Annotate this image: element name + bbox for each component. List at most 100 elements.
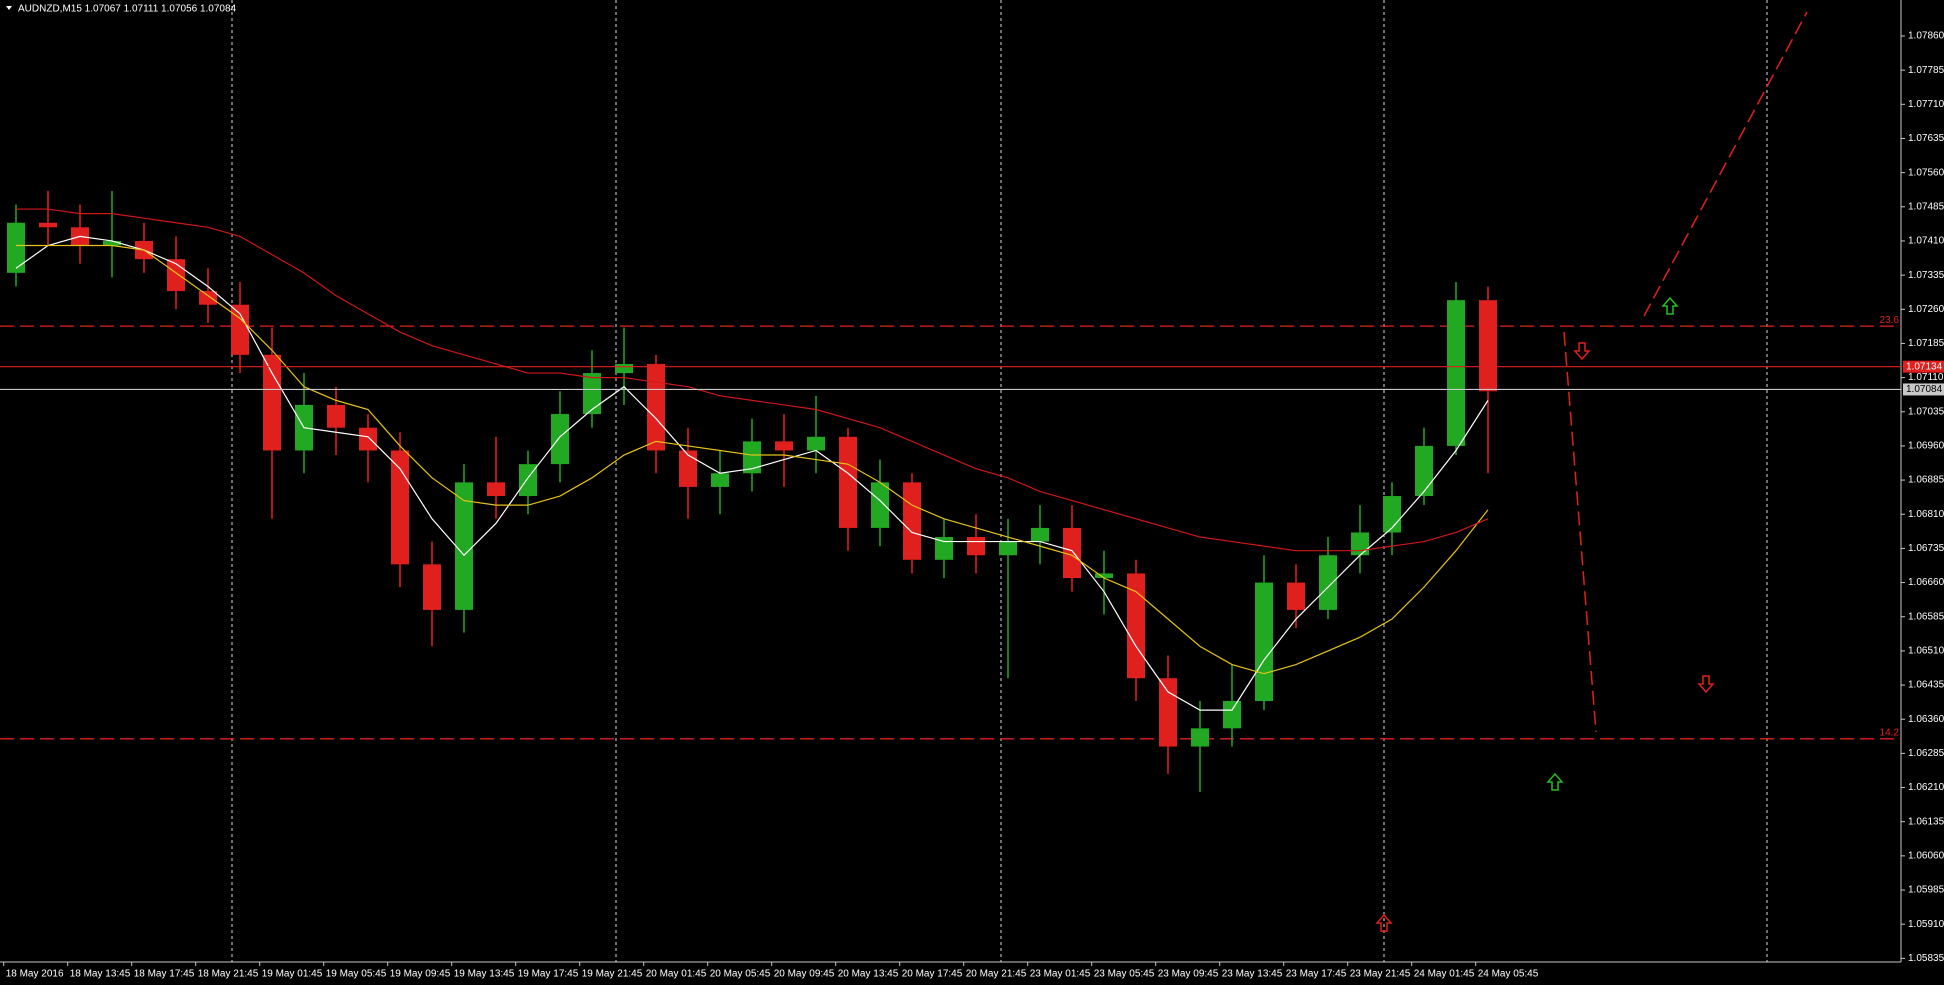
price-tag: [1903, 383, 1944, 396]
candle-body: [487, 482, 505, 497]
y-tick-label: 1.06960: [1908, 441, 1944, 452]
y-tick-label: 1.06660: [1908, 577, 1944, 588]
y-tick-label: 1.07410: [1908, 236, 1944, 247]
candle-body: [1223, 701, 1241, 729]
x-tick-label: 19 May 05:45: [326, 969, 387, 980]
x-tick-label: 23 May 01:45: [1030, 969, 1091, 980]
candle-body: [807, 436, 825, 451]
x-tick-label: 19 May 13:45: [454, 969, 515, 980]
x-tick-label: 23 May 05:45: [1094, 969, 1155, 980]
trend-line: [1643, 11, 1808, 317]
candle-body: [1031, 527, 1049, 542]
candle-body: [391, 450, 409, 565]
y-tick-label: 1.07860: [1908, 31, 1944, 42]
x-tick-label: 24 May 05:45: [1478, 969, 1539, 980]
moving-average: [16, 208, 1489, 552]
moving-average: [16, 244, 1489, 675]
candle-body: [423, 564, 441, 610]
price-tag-label: 1.07084: [1906, 384, 1943, 395]
y-tick-label: 1.07260: [1908, 304, 1944, 315]
candle-body: [775, 441, 793, 451]
y-tick-label: 1.07560: [1908, 167, 1944, 178]
candle-body: [231, 304, 249, 355]
x-tick-label: 20 May 17:45: [902, 969, 963, 980]
arrow: [1375, 913, 1393, 932]
candle-body: [7, 222, 25, 273]
candle-body: [1383, 496, 1401, 533]
candle-body: [615, 363, 633, 374]
candle-body: [39, 222, 57, 228]
candle-body: [871, 482, 889, 528]
y-tick-label: 1.07110: [1908, 372, 1944, 383]
candle-body: [199, 291, 217, 305]
x-tick-label: 20 May 01:45: [646, 969, 707, 980]
arrow: [1573, 342, 1591, 361]
candle-body: [839, 436, 857, 528]
moving-average: [15, 235, 1489, 711]
fibo-level-label: 14.2: [1880, 727, 1900, 738]
candle-body: [935, 537, 953, 560]
candle-body: [1415, 445, 1433, 497]
candle-body: [1159, 678, 1177, 747]
y-tick-label: 1.05835: [1908, 953, 1944, 964]
y-tick-label: 1.06435: [1908, 680, 1944, 691]
candle-body: [999, 541, 1017, 556]
y-tick-label: 1.05985: [1908, 885, 1944, 896]
candle-body: [647, 363, 665, 451]
y-tick-label: 1.07035: [1908, 406, 1944, 417]
x-tick-label: 19 May 17:45: [518, 969, 579, 980]
y-tick-label: 1.06735: [1908, 543, 1944, 554]
x-tick-label: 23 May 09:45: [1158, 969, 1219, 980]
candle-body: [1447, 300, 1465, 446]
candle-body: [711, 473, 729, 487]
y-tick-label: 1.07635: [1908, 133, 1944, 144]
y-tick-label: 1.06585: [1908, 611, 1944, 622]
candle-body: [743, 441, 761, 474]
candle-body: [359, 427, 377, 451]
x-tick-label: 19 May 21:45: [582, 969, 643, 980]
x-tick-label: 19 May 09:45: [390, 969, 451, 980]
candle-body: [1095, 573, 1113, 579]
y-tick-label: 1.06810: [1908, 509, 1944, 520]
arrow: [1697, 675, 1715, 694]
menu-triangle[interactable]: [6, 6, 12, 10]
y-tick-label: 1.07335: [1908, 270, 1944, 281]
price-tag-label: 1.07134: [1906, 361, 1943, 372]
x-tick-label: 19 May 01:45: [262, 969, 323, 980]
x-tick-label: 20 May 21:45: [966, 969, 1027, 980]
candle-body: [455, 482, 473, 610]
chart-title: AUDNZD,M15 1.07067 1.07111 1.07056 1.070…: [18, 4, 237, 15]
x-tick-label: 18 May 2016: [6, 969, 64, 980]
y-tick-label: 1.06060: [1908, 851, 1944, 862]
x-tick-label: 18 May 13:45: [70, 969, 131, 980]
price-tag: [1903, 360, 1944, 373]
x-tick-label: 24 May 01:45: [1414, 969, 1475, 980]
x-tick-label: 20 May 05:45: [710, 969, 771, 980]
y-tick-label: 1.07710: [1908, 99, 1944, 110]
x-tick-label: 20 May 09:45: [774, 969, 835, 980]
candle-body: [967, 537, 985, 556]
y-tick-label: 1.06135: [1908, 816, 1944, 827]
y-tick-label: 1.06360: [1908, 714, 1944, 725]
arrow: [1546, 772, 1564, 791]
candle-body: [1479, 300, 1497, 392]
x-tick-label: 18 May 17:45: [134, 969, 195, 980]
x-tick-label: 23 May 13:45: [1222, 969, 1283, 980]
y-tick-label: 1.06885: [1908, 475, 1944, 486]
candle-body: [1287, 582, 1305, 610]
x-tick-label: 18 May 21:45: [198, 969, 259, 980]
candle-body: [1351, 532, 1369, 556]
layout: [0, 0, 1902, 963]
y-tick-label: 1.05910: [1908, 919, 1944, 930]
arrow: [1661, 296, 1679, 315]
candle-body: [263, 354, 281, 451]
fibo-level-label: 23.6: [1880, 315, 1900, 326]
y-tick-label: 1.07485: [1908, 201, 1944, 212]
candle-body: [327, 404, 345, 428]
x-tick-label: 23 May 17:45: [1286, 969, 1347, 980]
trend-line: [1563, 331, 1597, 733]
candle-body: [1319, 555, 1337, 610]
candle-body: [551, 414, 569, 465]
